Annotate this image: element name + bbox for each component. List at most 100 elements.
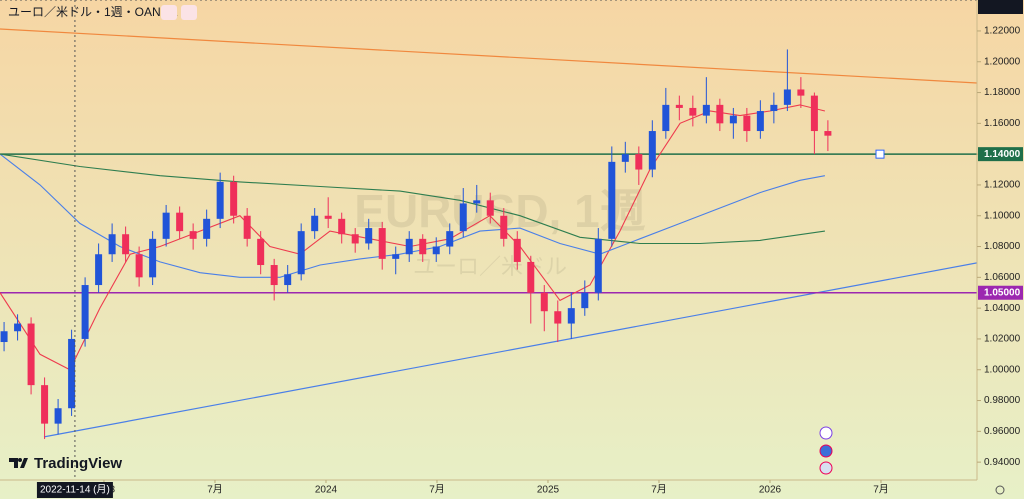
x-tick-label: 2024 [315, 485, 338, 496]
candle-body [135, 254, 143, 278]
candle-body [675, 104, 683, 108]
event-icon[interactable] [819, 426, 833, 440]
event-icon[interactable] [819, 461, 833, 475]
y-tick-label: 1.18000 [984, 87, 1021, 98]
candle-body [311, 215, 319, 232]
candle-body [810, 95, 818, 132]
candle-body [243, 215, 251, 239]
y-tick-label: 1.00000 [984, 364, 1021, 375]
candle-body [824, 131, 832, 136]
candle-body [0, 331, 8, 343]
date-tag-label: 2022-11-14 (月) [40, 484, 110, 496]
candle-body [581, 292, 589, 309]
candle-body [621, 154, 629, 162]
moving-average [0, 153, 825, 245]
chart-title: ユーロ／米ドル・1週・OANDA [8, 5, 177, 19]
candle-body [122, 234, 130, 255]
candle-body [554, 311, 562, 324]
y-tick-label: 0.96000 [984, 426, 1021, 437]
candle-body [297, 231, 305, 275]
candle-body [378, 228, 386, 259]
y-tick-label: 1.12000 [984, 180, 1021, 191]
date-tag [36, 482, 113, 498]
candle-body [500, 215, 508, 239]
candle-body [257, 238, 265, 266]
price-tag [978, 285, 1023, 300]
candle-body [27, 323, 35, 386]
candle-body [716, 104, 724, 124]
candle-body [41, 385, 49, 424]
y-tick-label: 1.08000 [984, 241, 1021, 252]
candle-body [365, 228, 373, 244]
candle-body [446, 231, 454, 247]
candle-body [230, 181, 238, 216]
candle-body [527, 261, 535, 293]
candle-body [405, 238, 413, 255]
y-tick-label: 1.20000 [984, 56, 1021, 67]
axes: 0.94000 0.96000 0.98000 1.00000 1.02000 1.040… [36, 0, 1023, 498]
brand-name: TradingView [34, 455, 122, 472]
candle-body [594, 238, 602, 293]
candle-body [459, 203, 467, 232]
candle-body [338, 218, 346, 235]
trend-line [0, 28, 977, 84]
y-tick-label: 0.94000 [984, 457, 1021, 468]
x-tick-label: 7月 [651, 484, 667, 496]
event-icon[interactable] [819, 444, 833, 458]
watermark: EURUSD, 1週 [354, 185, 645, 237]
candle-body [176, 212, 184, 232]
candle-body [608, 161, 616, 239]
candle-body [108, 234, 116, 255]
toolbar-button[interactable] [181, 5, 197, 20]
candle-body [54, 408, 62, 424]
y-tick-label: 1.10000 [984, 210, 1021, 221]
candle-body [432, 246, 440, 255]
candle-body [162, 212, 170, 239]
price-tag-label: 1.05000 [984, 287, 1021, 298]
candle-body [797, 89, 805, 96]
candle-body [203, 218, 211, 239]
price-tag [978, 147, 1023, 162]
candle-body [689, 107, 697, 116]
candle-body [567, 308, 575, 324]
candle-body [635, 154, 643, 170]
y-tick-label: 1.02000 [984, 334, 1021, 345]
candle-body [702, 104, 710, 116]
candle-body [68, 338, 76, 409]
candle-body [729, 115, 737, 124]
y-tick-label: 1.04000 [984, 303, 1021, 314]
candle-body [270, 265, 278, 286]
settings-button[interactable] [995, 485, 1005, 495]
candle-body [662, 104, 670, 132]
trend-line [43, 262, 977, 438]
candle-body [392, 254, 400, 259]
candle-body [189, 231, 197, 239]
brand-logo: TradingView [9, 455, 122, 472]
candle-body [648, 131, 656, 170]
candle-body [324, 215, 332, 219]
x-tick-label: 7月 [207, 484, 223, 496]
x-tick-label: 7月 [873, 484, 889, 496]
candle-body [770, 104, 778, 112]
toolbar-button[interactable] [161, 5, 177, 20]
y-tick-label: 1.06000 [984, 272, 1021, 283]
candle-body [473, 200, 481, 204]
y-tick-label: 1.22000 [984, 26, 1021, 37]
candle-body [81, 285, 89, 339]
candle-body [513, 238, 521, 262]
candle-body [95, 254, 103, 286]
candle-body [351, 234, 359, 244]
candle-body [14, 323, 22, 332]
price-tag-label: 1.14000 [984, 149, 1021, 160]
candle-body [743, 115, 751, 132]
candle-body [216, 181, 224, 219]
x-tick-label: 2025 [537, 485, 560, 496]
candle-body [540, 292, 548, 312]
y-tick-label: 0.98000 [984, 395, 1021, 406]
x-tick-label: 2026 [759, 485, 782, 496]
candle-body [284, 274, 292, 286]
line-handle [875, 149, 885, 159]
price-tag [978, 0, 1023, 14]
